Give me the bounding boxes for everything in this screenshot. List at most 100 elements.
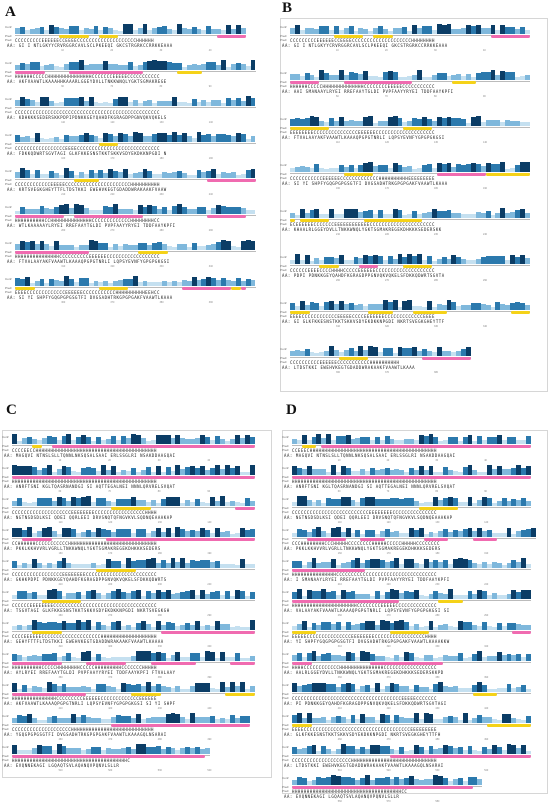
- position-ticks: 110 120 130 140: [15, 121, 261, 124]
- tick-label: 180: [435, 552, 440, 555]
- confidence-bar: [428, 562, 434, 568]
- confidence-bar: [472, 594, 478, 599]
- confidence-bar: [510, 303, 515, 310]
- confidence-bar: [190, 653, 196, 661]
- confidence-bar: [326, 472, 331, 475]
- confidence-bar: [394, 531, 400, 537]
- confidence-bar: [142, 169, 148, 178]
- confidence-bar: [113, 281, 119, 286]
- confidence-bar: [221, 172, 226, 178]
- position-ticks: 10 20 30 40: [15, 49, 261, 52]
- position-ticks: 510 520 530 540: [292, 769, 536, 772]
- confidence-bar: [120, 529, 126, 537]
- confidence-bar: [451, 167, 457, 172]
- tick-label: 270: [386, 614, 391, 617]
- confidence-bar: [505, 72, 511, 80]
- confidence-bars: [292, 589, 536, 599]
- confidence-bar: [506, 528, 512, 537]
- amino-acid-string: AA: AKFVAAWTLKAAAHHKAAARLGGEYDVLLTNKKWNQ…: [7, 79, 167, 84]
- confidence-bar: [147, 205, 153, 214]
- tick-label: 120: [385, 141, 389, 144]
- confidence-bar: [417, 351, 423, 356]
- confidence-bar: [350, 684, 356, 692]
- pred-label: Pred:: [282, 444, 290, 448]
- confidence-bar: [452, 559, 458, 568]
- confidence-bar: [304, 73, 310, 80]
- confidence-bar: [290, 213, 295, 218]
- confidence-bar: [15, 278, 20, 286]
- confidence-bar: [106, 686, 112, 692]
- confidence-bar: [46, 498, 52, 506]
- confidence-bar: [404, 778, 409, 785]
- tick-label: 460: [337, 738, 342, 741]
- confidence-bar: [235, 25, 241, 34]
- amino-acid-string: AA: VALAAYAKFVAAWTLKAAAQPGPGTNRLI LQPSYE…: [284, 608, 450, 613]
- confidence-bar: [210, 652, 216, 661]
- tick-label: 80: [157, 490, 161, 493]
- secondary-structure-string: HHHHHHHHHHHHHHHCCCCCCCCCCCCCCCCCCCCCCCCC…: [292, 572, 437, 577]
- confidence-bar: [137, 65, 143, 70]
- confidence-bar: [61, 558, 67, 568]
- ss-label: Pred:: [280, 38, 288, 42]
- secondary-structure-string: CCCCCCCCCCCCCCCCCCCCHHHHHHHHHHHHHHHHHHHH…: [292, 758, 437, 763]
- confidence-bar: [76, 498, 82, 506]
- confidence-bar: [326, 498, 331, 506]
- confidence-bar: [526, 590, 531, 599]
- confidence-bar: [44, 65, 50, 70]
- confidence-bar: [301, 530, 307, 537]
- confidence-bar: [113, 204, 119, 214]
- confidence-bar: [290, 260, 295, 264]
- confidence-bar: [88, 210, 94, 214]
- confidence-bar: [185, 657, 191, 661]
- confidence-bar: [64, 135, 69, 142]
- tick-label: 220: [108, 583, 113, 586]
- confidence-bar: [368, 346, 374, 356]
- ss-label: Pred:: [282, 758, 290, 762]
- confidence-bar: [452, 595, 458, 599]
- confidence-bar: [54, 241, 60, 250]
- sequence-block: Conf: Pred: Pred: HHHHHHHHHHHHHHHHHHHHHHHHH…: [2, 465, 260, 493]
- confidence-bar: [165, 714, 171, 723]
- confidence-bar: [397, 307, 403, 310]
- prediction-track: [15, 178, 257, 183]
- confidence-bar: [224, 531, 230, 537]
- confidence-bar: [331, 655, 336, 661]
- confidence-bar: [482, 497, 487, 506]
- confidence-bar: [329, 346, 335, 356]
- confidence-bar: [211, 208, 217, 214]
- confidence-bar: [230, 281, 236, 286]
- confidence-bar: [491, 745, 497, 754]
- confidence-bar: [331, 624, 336, 630]
- sequence-block: Conf: Pred: Pred: CCCCCCCCCCCCCCCCCCCCCCCCC…: [282, 496, 536, 524]
- tick-label: 470: [108, 738, 113, 741]
- confidence-bar: [39, 279, 45, 286]
- confidence-bar: [185, 591, 191, 599]
- confidence-bar: [106, 559, 112, 568]
- conf-label: Conf:: [2, 714, 10, 718]
- sequence-block: Conf: Pred: Pred: CCCCCCCCCCCCCCCCCCCCCCCCC…: [282, 682, 536, 710]
- confidence-bar: [130, 656, 136, 661]
- confidence-bar: [140, 438, 146, 444]
- confidence-bar: [116, 689, 121, 692]
- confidence-bar: [83, 133, 89, 142]
- confidence-bar: [506, 744, 512, 754]
- confidence-bar: [438, 441, 444, 444]
- confidence-bar: [301, 657, 307, 661]
- confidence-bar: [399, 747, 405, 754]
- prediction-track: [15, 286, 257, 291]
- confidence-bar: [358, 165, 364, 172]
- confidence-bar: [452, 498, 458, 506]
- confidence-bar: [31, 620, 37, 630]
- confidence-bar: [505, 27, 511, 34]
- confidence-bar: [482, 531, 487, 537]
- confidence-bar: [448, 656, 453, 661]
- tick-label: 320: [108, 645, 113, 648]
- confidence-bar: [29, 209, 35, 214]
- confidence-bar: [428, 466, 434, 475]
- ss-label: Pred:: [5, 218, 13, 222]
- confidence-bar: [335, 436, 341, 444]
- ss-label: Pred:: [2, 665, 10, 669]
- confidence-bar: [360, 534, 366, 537]
- confidence-bar: [500, 256, 506, 264]
- confidence-bar: [451, 75, 457, 80]
